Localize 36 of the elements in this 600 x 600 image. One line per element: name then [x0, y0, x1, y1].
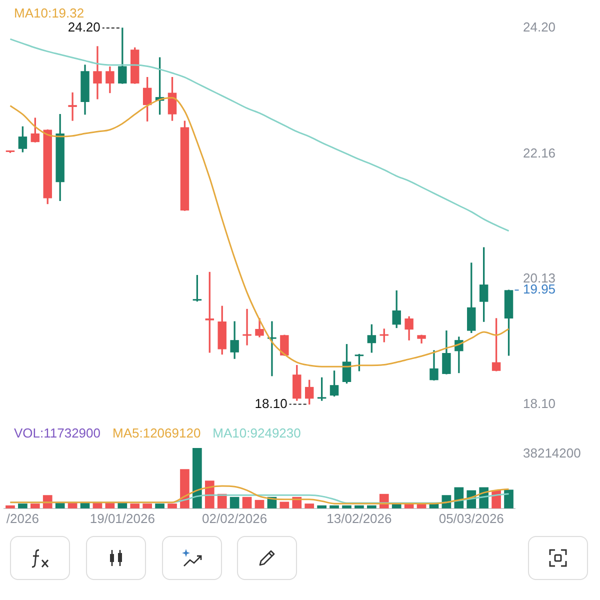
- bar: [30, 504, 40, 508]
- bar: [6, 505, 15, 508]
- annotation: 18.10: [254, 396, 288, 411]
- line-series: [9, 38, 510, 232]
- text: MA5:12069120: [112, 426, 201, 441]
- x-tick-label: 13/02/2026: [326, 510, 392, 526]
- text: MA10:9249230: [212, 426, 301, 441]
- x-tick-label: /2026: [6, 510, 39, 526]
- text: 38214200: [523, 446, 581, 461]
- y-tick-label: 18.10: [523, 396, 556, 411]
- bar: [230, 496, 240, 508]
- x-tick-label: 19/01/2026: [90, 510, 155, 526]
- x-tick-label: 02/02/2026: [202, 510, 268, 526]
- bar: [130, 504, 140, 508]
- bar: [504, 490, 514, 508]
- bar: [180, 469, 190, 508]
- bar: [155, 504, 164, 508]
- bar: [168, 504, 177, 508]
- y-tick-label: 24.20: [523, 20, 556, 35]
- y-tick-label: 22.16: [523, 145, 556, 160]
- bar: [354, 505, 364, 508]
- bar: [304, 504, 314, 508]
- bar: [330, 505, 339, 508]
- bar: [280, 502, 290, 508]
- bar: [142, 504, 152, 508]
- text: MA10:19.32: [14, 6, 84, 21]
- bar: [242, 496, 252, 508]
- x-tick-label: 05/03/2026: [438, 510, 504, 526]
- bar: [18, 504, 28, 508]
- text: VOL:11732900: [14, 426, 100, 441]
- annotation: 24.20: [68, 20, 100, 35]
- bar: [366, 505, 376, 508]
- bar: [342, 505, 352, 508]
- bar: [254, 500, 264, 508]
- bar: [192, 448, 202, 508]
- bar: [317, 505, 326, 508]
